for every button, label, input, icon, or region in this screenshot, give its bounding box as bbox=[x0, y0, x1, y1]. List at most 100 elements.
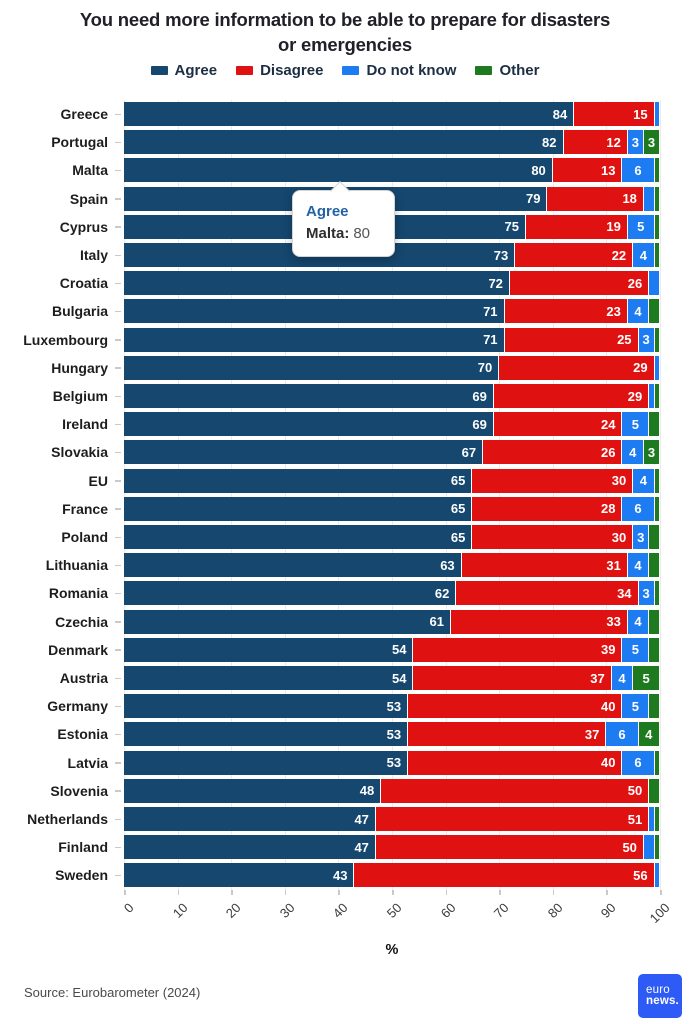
bar-segment-do-not-know[interactable] bbox=[649, 271, 659, 296]
bar-segment-other[interactable] bbox=[649, 525, 659, 549]
bar-segment-other[interactable]: 4 bbox=[638, 722, 659, 747]
bar-segment-agree[interactable]: 53 bbox=[124, 722, 408, 747]
bar-segment-disagree[interactable]: 18 bbox=[547, 186, 643, 211]
bar-segment-other[interactable] bbox=[654, 835, 659, 860]
bar-segment-agree[interactable]: 84 bbox=[124, 102, 574, 126]
bar-segment-other[interactable] bbox=[654, 158, 659, 183]
bar-segment-agree[interactable]: 65 bbox=[124, 468, 472, 493]
bar-segment-agree[interactable]: 54 bbox=[124, 637, 413, 662]
bar-segment-disagree[interactable]: 26 bbox=[483, 440, 622, 465]
bar-segment-agree[interactable]: 65 bbox=[124, 525, 472, 549]
bar-segment-disagree[interactable]: 50 bbox=[375, 835, 643, 860]
bar-segment-agree[interactable]: 47 bbox=[124, 835, 375, 860]
bar-segment-disagree[interactable]: 37 bbox=[413, 666, 611, 690]
bar-segment-other[interactable] bbox=[654, 327, 659, 352]
bar-segment-other[interactable] bbox=[654, 496, 659, 521]
bar-segment-do-not-know[interactable]: 6 bbox=[622, 158, 654, 183]
bar-segment-agree[interactable]: 65 bbox=[124, 496, 472, 521]
bar-segment-other[interactable]: 3 bbox=[643, 440, 659, 465]
bar-segment-agree[interactable]: 53 bbox=[124, 694, 408, 719]
bar-segment-do-not-know[interactable]: 4 bbox=[627, 299, 649, 324]
bar-segment-other[interactable] bbox=[654, 807, 659, 831]
bar-segment-do-not-know[interactable] bbox=[643, 835, 654, 860]
bar-segment-do-not-know[interactable] bbox=[643, 186, 654, 211]
bar-segment-agree[interactable]: 61 bbox=[124, 609, 450, 634]
bar-segment-do-not-know[interactable]: 6 bbox=[606, 722, 638, 747]
bar-segment-other[interactable] bbox=[654, 581, 659, 606]
bar-segment-do-not-know[interactable]: 4 bbox=[633, 468, 654, 493]
bar-segment-agree[interactable]: 72 bbox=[124, 271, 509, 296]
bar-segment-agree[interactable]: 70 bbox=[124, 355, 499, 380]
bar-segment-disagree[interactable]: 30 bbox=[472, 468, 633, 493]
bar-segment-disagree[interactable]: 56 bbox=[354, 863, 654, 888]
bar-segment-do-not-know[interactable]: 3 bbox=[638, 327, 654, 352]
bar-segment-other[interactable] bbox=[654, 384, 659, 408]
bar-segment-other[interactable] bbox=[654, 750, 659, 775]
bar-segment-disagree[interactable]: 22 bbox=[515, 243, 633, 267]
bar-segment-do-not-know[interactable]: 3 bbox=[638, 581, 654, 606]
bar-segment-do-not-know[interactable] bbox=[649, 384, 654, 408]
bar-segment-disagree[interactable]: 50 bbox=[381, 778, 649, 803]
bar-segment-disagree[interactable]: 23 bbox=[504, 299, 627, 324]
bar-segment-disagree[interactable]: 40 bbox=[408, 750, 622, 775]
bar-segment-other[interactable] bbox=[649, 637, 659, 662]
bar-segment-agree[interactable]: 47 bbox=[124, 807, 375, 831]
bar-segment-other[interactable] bbox=[649, 553, 659, 578]
bar-segment-disagree[interactable]: 26 bbox=[509, 271, 649, 296]
bar-segment-other[interactable]: 5 bbox=[633, 666, 659, 690]
bar-segment-other[interactable] bbox=[654, 243, 659, 267]
bar-segment-do-not-know[interactable]: 6 bbox=[622, 750, 654, 775]
bar-segment-do-not-know[interactable]: 5 bbox=[627, 214, 654, 239]
bar-segment-disagree[interactable]: 25 bbox=[504, 327, 638, 352]
bar-segment-do-not-know[interactable] bbox=[654, 863, 659, 888]
bar-segment-do-not-know[interactable]: 4 bbox=[633, 243, 654, 267]
bar-segment-other[interactable] bbox=[654, 214, 659, 239]
bar-segment-do-not-know[interactable]: 5 bbox=[622, 412, 649, 437]
bar-segment-disagree[interactable]: 39 bbox=[413, 637, 622, 662]
bar-segment-other[interactable]: 3 bbox=[643, 130, 659, 155]
bar-segment-agree[interactable]: 48 bbox=[124, 778, 381, 803]
bar-segment-do-not-know[interactable]: 4 bbox=[622, 440, 643, 465]
bar-segment-agree[interactable]: 62 bbox=[124, 581, 456, 606]
bar-segment-do-not-know[interactable]: 4 bbox=[611, 666, 633, 690]
bar-segment-disagree[interactable]: 29 bbox=[499, 355, 654, 380]
bar-segment-disagree[interactable]: 37 bbox=[408, 722, 606, 747]
bar-segment-do-not-know[interactable] bbox=[654, 102, 659, 126]
bar-segment-do-not-know[interactable]: 4 bbox=[627, 553, 649, 578]
bar-segment-agree[interactable]: 69 bbox=[124, 412, 493, 437]
bar-segment-other[interactable] bbox=[649, 778, 659, 803]
bar-segment-disagree[interactable]: 28 bbox=[472, 496, 622, 521]
bar-segment-do-not-know[interactable] bbox=[654, 355, 659, 380]
bar-segment-disagree[interactable]: 12 bbox=[563, 130, 627, 155]
bar-segment-disagree[interactable]: 15 bbox=[574, 102, 654, 126]
bar-segment-disagree[interactable]: 24 bbox=[493, 412, 622, 437]
bar-segment-do-not-know[interactable]: 6 bbox=[622, 496, 654, 521]
bar-segment-disagree[interactable]: 30 bbox=[472, 525, 633, 549]
bar-segment-other[interactable] bbox=[649, 694, 659, 719]
bar-segment-agree[interactable]: 69 bbox=[124, 384, 493, 408]
bar-segment-other[interactable] bbox=[654, 186, 659, 211]
bar-segment-do-not-know[interactable]: 5 bbox=[622, 637, 649, 662]
bar-segment-other[interactable] bbox=[649, 609, 659, 634]
bar-segment-disagree[interactable]: 40 bbox=[408, 694, 622, 719]
bar-segment-agree[interactable]: 53 bbox=[124, 750, 408, 775]
bar-segment-agree[interactable]: 63 bbox=[124, 553, 461, 578]
bar-segment-disagree[interactable]: 19 bbox=[526, 214, 627, 239]
bar-segment-agree[interactable]: 80 bbox=[124, 158, 552, 183]
bar-segment-other[interactable] bbox=[649, 412, 659, 437]
bar-segment-agree[interactable]: 71 bbox=[124, 327, 504, 352]
bar-segment-do-not-know[interactable]: 3 bbox=[627, 130, 643, 155]
bar-segment-do-not-know[interactable]: 3 bbox=[633, 525, 649, 549]
bar-segment-disagree[interactable]: 34 bbox=[456, 581, 638, 606]
bar-segment-disagree[interactable]: 13 bbox=[552, 158, 622, 183]
bar-segment-disagree[interactable]: 33 bbox=[450, 609, 627, 634]
bar-segment-do-not-know[interactable] bbox=[649, 807, 654, 831]
bar-segment-agree[interactable]: 82 bbox=[124, 130, 563, 155]
bar-segment-do-not-know[interactable]: 4 bbox=[627, 609, 649, 634]
bar-segment-other[interactable] bbox=[654, 468, 659, 493]
bar-segment-agree[interactable]: 54 bbox=[124, 666, 413, 690]
bar-segment-disagree[interactable]: 51 bbox=[375, 807, 649, 831]
bar-segment-agree[interactable]: 43 bbox=[124, 863, 354, 888]
bar-segment-agree[interactable]: 71 bbox=[124, 299, 504, 324]
bar-segment-disagree[interactable]: 29 bbox=[493, 384, 649, 408]
